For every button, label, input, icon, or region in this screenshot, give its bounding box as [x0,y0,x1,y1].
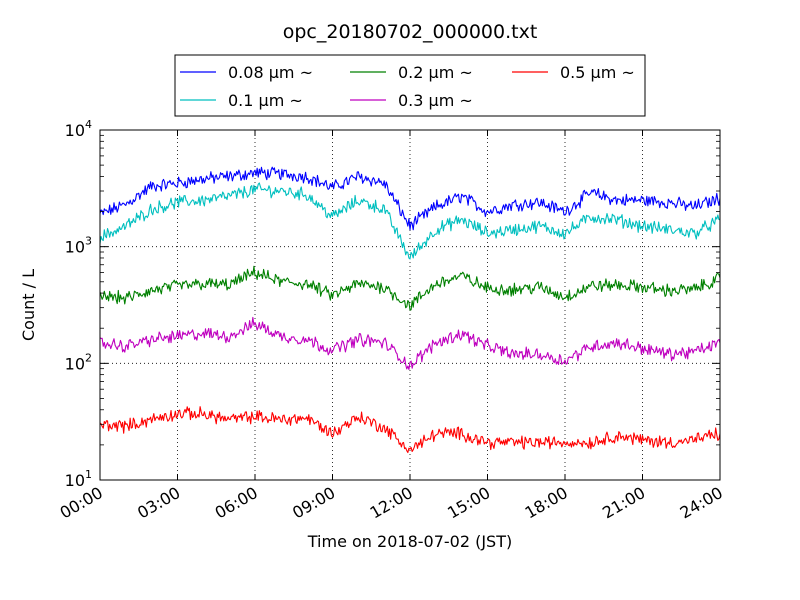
series-group [99,166,721,454]
legend-label: 0.1 μm ~ [228,91,303,110]
x-axis-label: Time on 2018-07-02 (JST) [307,532,512,551]
legend-label: 0.08 μm ~ [228,63,313,82]
legend-label: 0.5 μm ~ [560,63,635,82]
legend-box [174,54,646,117]
ticks [99,129,721,481]
y-tick-label: 102 [65,351,92,373]
legend: 0.08 μm ~ 0.1 μm ~ 0.2 μm ~ 0.3 μm ~ 0.5 μm … [174,54,646,117]
grid [100,130,720,480]
series-line [99,166,721,231]
y-tick-labels: 101 102 103 104 [65,118,92,490]
y-axis-label: Count / L [19,269,38,341]
legend-label: 0.3 μm ~ [398,91,473,110]
y-tick-label: 101 [65,468,92,490]
y-tick-label: 103 [65,235,92,257]
series-line [99,265,721,311]
series-line [99,316,721,370]
series-line [99,406,721,454]
chart-title: opc_20180702_000000.txt [283,21,538,43]
series-line [99,182,721,260]
y-tick-label: 104 [65,118,92,140]
legend-label: 0.2 μm ~ [398,63,473,82]
